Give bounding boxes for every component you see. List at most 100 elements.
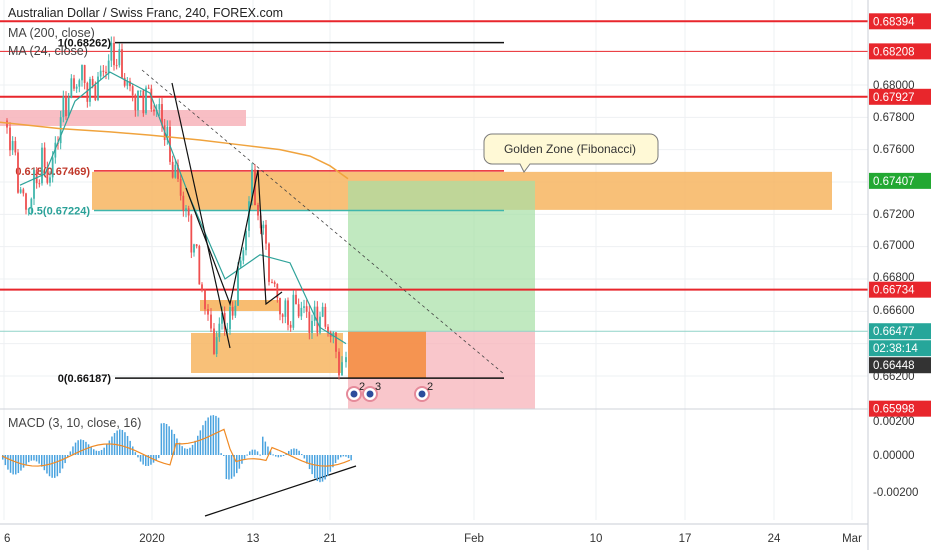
candle-body <box>324 306 327 327</box>
candle-body <box>193 244 195 253</box>
candle-body <box>83 65 86 83</box>
candle-body <box>297 304 300 317</box>
candle-body <box>153 109 155 112</box>
price-tick-label: 0.67800 <box>873 112 915 124</box>
macd-bar <box>67 455 69 458</box>
macd-bar <box>332 455 334 468</box>
macd-bar <box>259 454 261 456</box>
macd-bar <box>155 455 157 461</box>
macd-bar <box>269 450 272 455</box>
time-tick-label: 10 <box>590 533 603 545</box>
macd-bar <box>199 430 202 455</box>
macd-bar <box>7 455 9 470</box>
price-badge: 0.66734 <box>869 281 931 298</box>
price-badge-bg <box>869 281 931 298</box>
candle-body <box>248 201 250 231</box>
macd-bar <box>189 447 191 455</box>
candle-body <box>221 312 223 324</box>
macd-bar <box>293 448 295 455</box>
candle-body <box>73 78 75 89</box>
pattern-line <box>185 169 283 307</box>
candle-body <box>38 183 41 185</box>
macd-bar <box>251 449 254 455</box>
macd-bar <box>243 455 246 459</box>
candle-body <box>190 215 193 253</box>
price-badge-bg <box>869 13 931 30</box>
candle-body <box>182 195 185 211</box>
flag-icon <box>350 390 358 398</box>
candle-body <box>265 224 267 244</box>
macd-bar <box>30 455 33 461</box>
ma200-legend[interactable]: MA (200, close) <box>8 26 95 40</box>
macd-bar <box>277 455 280 458</box>
candle-body <box>316 306 319 333</box>
price-tick-label: 0.67200 <box>873 209 915 221</box>
candle-body <box>237 266 239 306</box>
candle-body <box>145 87 147 114</box>
macd-bar <box>38 455 40 464</box>
candle-body <box>311 320 313 333</box>
macd-bar <box>137 455 139 458</box>
event-marker-count: 3 <box>375 381 381 393</box>
macd-bar <box>342 455 345 457</box>
macd-bar <box>220 453 222 455</box>
macd-bar <box>145 455 147 466</box>
ma24-legend[interactable]: MA (24, close) <box>8 44 88 58</box>
macd-legend[interactable]: MACD (3, 10, close, 16) <box>8 416 142 430</box>
macd-bar <box>316 455 319 482</box>
candle-body <box>134 95 137 111</box>
macd-bar <box>225 455 228 480</box>
candle-body <box>105 71 107 74</box>
candle-body <box>123 77 126 86</box>
price-tick-label: 0.66600 <box>873 305 915 317</box>
event-marker-count: 2 <box>427 381 433 393</box>
macd-bar <box>150 455 152 465</box>
macd-bar <box>236 455 238 474</box>
macd-bar <box>303 455 306 459</box>
price-badge-label: 0.68208 <box>873 46 915 58</box>
fib-level-label: 1(0.68262) <box>58 38 112 50</box>
candle-body <box>67 97 70 117</box>
candle-body <box>25 193 27 210</box>
candle-body <box>49 177 51 183</box>
candle-body <box>177 164 179 179</box>
candle-body <box>35 170 38 184</box>
candle-body <box>59 117 62 144</box>
candle-body <box>281 314 284 317</box>
candle-body <box>207 309 209 315</box>
candle-body <box>17 152 19 193</box>
candle-body <box>51 157 54 178</box>
candle-body <box>234 305 237 316</box>
candle-body <box>187 208 190 216</box>
price-tick-label: 0.67000 <box>873 240 915 252</box>
macd-bar <box>43 455 46 471</box>
time-tick-label: 2020 <box>139 533 165 545</box>
price-badge: 0.67927 <box>869 88 931 105</box>
macd-bar <box>160 423 163 455</box>
candle-body <box>147 87 150 89</box>
candle-body <box>137 90 139 111</box>
macd-bar <box>230 455 233 479</box>
candle-body <box>129 81 131 87</box>
candle-body <box>303 306 305 308</box>
macd-bar <box>54 455 56 478</box>
macd-signal-line <box>1 428 351 467</box>
price-badge-label: 0.66477 <box>873 326 915 338</box>
candle-body <box>198 246 201 285</box>
candle-body <box>308 311 311 333</box>
price-badge: 0.66448 <box>869 357 931 374</box>
candle-body <box>287 300 289 325</box>
time-tick-label: 24 <box>768 533 781 545</box>
macd-bar <box>238 455 241 469</box>
macd-bar <box>191 444 194 455</box>
macd-bar <box>350 455 352 461</box>
macd-bar <box>334 455 337 464</box>
candle-body <box>43 147 46 168</box>
candle-body <box>276 284 279 298</box>
macd-bar <box>147 455 150 466</box>
candle-body <box>113 42 115 66</box>
candle-body <box>251 169 253 202</box>
macd-bar <box>329 455 332 472</box>
